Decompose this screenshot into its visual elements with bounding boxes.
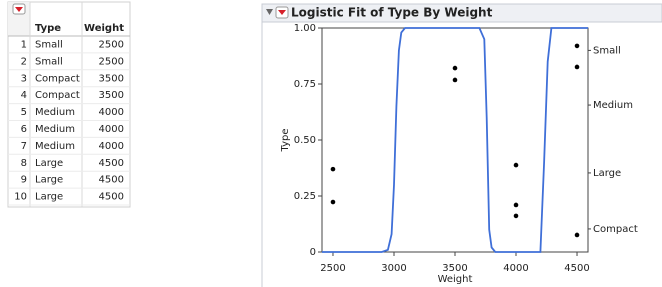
y2-tick-label: Small xyxy=(593,45,621,56)
x-tick-label: 4000 xyxy=(503,263,528,274)
y-axis-label: Type xyxy=(280,129,291,153)
cell: 4000 xyxy=(99,124,124,135)
data-point xyxy=(330,199,336,205)
menu-triangle xyxy=(15,7,23,12)
y-tick-label: 0.50 xyxy=(294,135,316,146)
cell: 3500 xyxy=(99,73,124,84)
disclosure-icon[interactable] xyxy=(266,9,273,15)
row-number: 1 xyxy=(21,39,27,50)
y2-tick-label: Large xyxy=(593,168,621,179)
data-point xyxy=(452,65,458,71)
data-point xyxy=(330,166,336,172)
data-point xyxy=(574,64,580,70)
data-point xyxy=(574,43,580,49)
cell: 4500 xyxy=(99,175,124,186)
menu-triangle xyxy=(278,10,286,15)
cell: 2500 xyxy=(99,39,124,50)
column-header: Type xyxy=(35,23,61,34)
plot-frame xyxy=(321,27,589,253)
x-tick-label: 3500 xyxy=(442,263,467,274)
row-number: 10 xyxy=(14,192,27,203)
fit-curve xyxy=(322,27,588,253)
x-tick-label: 2500 xyxy=(320,263,345,274)
report-header xyxy=(261,3,662,23)
data-point xyxy=(574,232,580,238)
row-number: 8 xyxy=(21,158,27,169)
data-point xyxy=(452,77,458,83)
data-point xyxy=(513,162,519,168)
column-header: Weight xyxy=(84,23,124,34)
cell: 4000 xyxy=(99,107,124,118)
y-tick-label: 1.00 xyxy=(294,23,316,34)
x-tick-label: 3000 xyxy=(381,263,406,274)
row-number: 6 xyxy=(21,124,27,135)
row-number: 9 xyxy=(21,175,27,186)
report-title: Logistic Fit of Type By Weight xyxy=(291,6,493,20)
cell: Medium xyxy=(35,124,75,135)
row-number: 2 xyxy=(21,56,27,67)
cell: 4500 xyxy=(99,158,124,169)
cell: 4000 xyxy=(99,141,124,152)
cell: 4500 xyxy=(99,192,124,203)
cell: Large xyxy=(35,175,63,186)
cell: Medium xyxy=(35,141,75,152)
y2-tick-label: Compact xyxy=(593,224,638,235)
y2-tick-label: Medium xyxy=(593,100,633,111)
cell: Compact xyxy=(35,73,80,84)
data-point xyxy=(513,213,519,219)
row-number: 7 xyxy=(21,141,27,152)
row-number: 5 xyxy=(21,107,27,118)
y-tick-label: 0 xyxy=(310,247,316,258)
x-axis-label: Weight xyxy=(438,274,473,285)
cell: Small xyxy=(35,56,63,67)
cell: 3500 xyxy=(99,90,124,101)
cell: Small xyxy=(35,39,63,50)
x-tick-label: 4500 xyxy=(564,263,589,274)
cell: Medium xyxy=(35,107,75,118)
row-number: 4 xyxy=(21,90,27,101)
cell: Compact xyxy=(35,90,80,101)
cell: Large xyxy=(35,192,63,203)
cell: Large xyxy=(35,158,63,169)
y-tick-label: 0.25 xyxy=(294,191,316,202)
row-number: 3 xyxy=(21,73,27,84)
data-point xyxy=(513,202,519,208)
y-tick-label: 0.75 xyxy=(294,79,316,90)
cell: 2500 xyxy=(99,56,124,67)
